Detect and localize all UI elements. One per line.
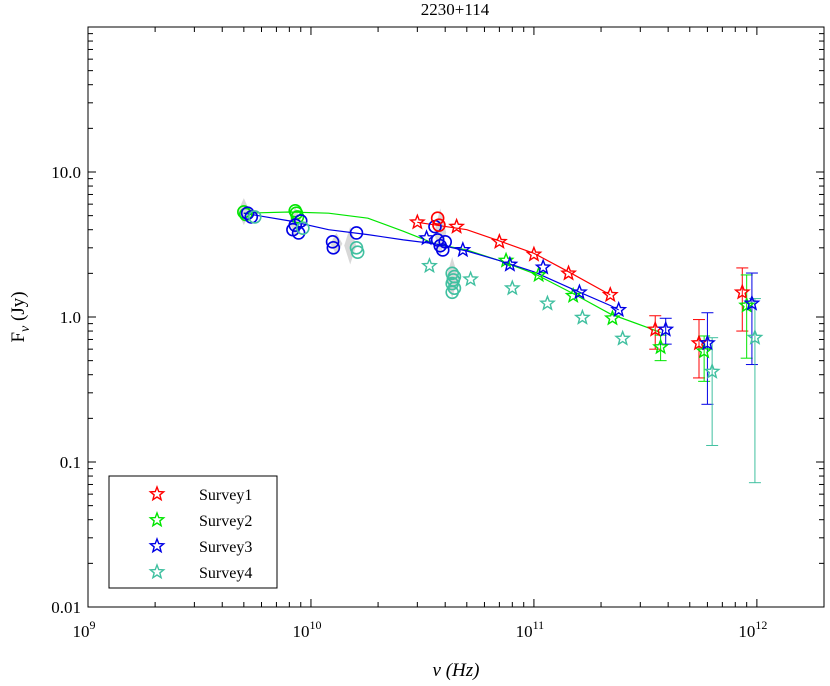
x-axis-title: ν (Hz) <box>433 660 480 681</box>
x-tick-label-mantissa: 10 <box>738 622 755 641</box>
circle-markers <box>237 204 462 300</box>
star-point-survey4 <box>746 328 764 345</box>
x-tick-label-exponent: 12 <box>755 618 767 632</box>
star-point-survey1 <box>733 283 751 300</box>
circle-point <box>438 235 452 249</box>
star-point-survey4 <box>503 279 521 296</box>
star-point-survey4 <box>573 308 591 325</box>
star-point-survey3 <box>454 240 472 258</box>
chart-title: 2230+114 <box>421 0 490 19</box>
star-point-survey2 <box>497 251 515 268</box>
circle-point <box>248 210 262 224</box>
circle-point <box>244 210 259 224</box>
x-tick-label-exponent: 9 <box>90 618 96 632</box>
star-point-survey1 <box>525 245 543 262</box>
legend-label-survey3: Survey3 <box>199 539 252 556</box>
circle-point <box>432 218 446 232</box>
circle-point <box>445 285 459 300</box>
circle-point <box>430 211 445 226</box>
y-tick-label: 0.01 <box>51 598 81 617</box>
x-tick-label-mantissa: 10 <box>292 622 309 641</box>
y-axis-title-unit: (Jy) <box>8 291 29 325</box>
circle-point <box>349 226 364 240</box>
star-point-survey4 <box>538 294 556 311</box>
legend: Survey1 Survey2 Survey3 Survey4 <box>108 475 278 589</box>
x-tick-label: 1010 <box>292 618 321 641</box>
star-point-survey3 <box>501 255 519 272</box>
legend-entries: Survey1 Survey2 Survey3 Survey4 <box>148 485 252 582</box>
star-point-survey3 <box>698 334 716 351</box>
x-tick-label: 1012 <box>738 618 767 641</box>
star-point-survey4 <box>462 270 480 287</box>
y-axis-title-main: F <box>8 332 29 343</box>
legend-marker-survey3 <box>148 537 166 554</box>
x-tick-label-exponent: 11 <box>533 618 545 632</box>
circle-point <box>290 210 305 224</box>
circle-point <box>240 206 255 220</box>
star-point-survey3 <box>570 283 588 300</box>
star-point-survey3 <box>610 300 628 318</box>
x-tick-label-mantissa: 10 <box>516 622 533 641</box>
y-axis-title: Fν (Jy) <box>8 291 33 342</box>
y-axis-title-subscript: ν <box>18 325 33 332</box>
star-point-survey4 <box>420 256 438 274</box>
legend-marker-survey1 <box>148 485 166 502</box>
circle-point <box>435 243 450 257</box>
star-point-survey2 <box>738 296 756 313</box>
star-point-survey1 <box>408 213 426 230</box>
legend-box <box>108 475 278 589</box>
star-point-survey1 <box>490 232 508 250</box>
legend-label-survey1: Survey1 <box>199 487 252 504</box>
circle-point <box>445 266 459 281</box>
x-tick-label: 109 <box>73 618 96 641</box>
star-point-survey2 <box>652 338 670 355</box>
star-point-survey4 <box>614 329 632 346</box>
star-markers <box>408 213 764 379</box>
legend-label-survey2: Survey2 <box>199 513 252 530</box>
circle-point <box>447 269 462 284</box>
legend-marker-survey2 <box>148 511 166 528</box>
circle-point <box>296 221 310 235</box>
star-point-survey1 <box>448 217 466 234</box>
x-tick-label: 1011 <box>516 618 545 641</box>
star-point-survey3 <box>657 320 675 337</box>
star-point-survey2 <box>603 309 621 326</box>
x-tick-label-mantissa: 10 <box>73 622 90 641</box>
star-point-survey1 <box>560 264 578 281</box>
circle-point <box>293 214 308 228</box>
star-point-survey3 <box>418 229 436 246</box>
x-tick-label-exponent: 10 <box>309 618 321 632</box>
star-point-survey3 <box>743 294 761 311</box>
star-point-survey3 <box>534 258 552 275</box>
star-point-survey2 <box>695 342 713 359</box>
star-point-survey2 <box>564 286 582 304</box>
fit-curve-survey1 <box>417 221 611 296</box>
fit-curve-survey3 <box>243 212 619 311</box>
circle-point <box>326 241 341 255</box>
star-point-survey2 <box>530 265 548 283</box>
y-tick-label: 10.0 <box>51 163 81 182</box>
legend-label-survey4: Survey4 <box>199 565 252 582</box>
circle-point <box>350 245 365 259</box>
y-tick-label: 1.0 <box>60 308 81 327</box>
circle-point <box>325 235 340 249</box>
star-point-survey4 <box>703 362 721 379</box>
star-point-survey1 <box>601 285 619 303</box>
y-tick-label: 0.1 <box>60 453 81 472</box>
legend-marker-survey4 <box>148 563 166 580</box>
